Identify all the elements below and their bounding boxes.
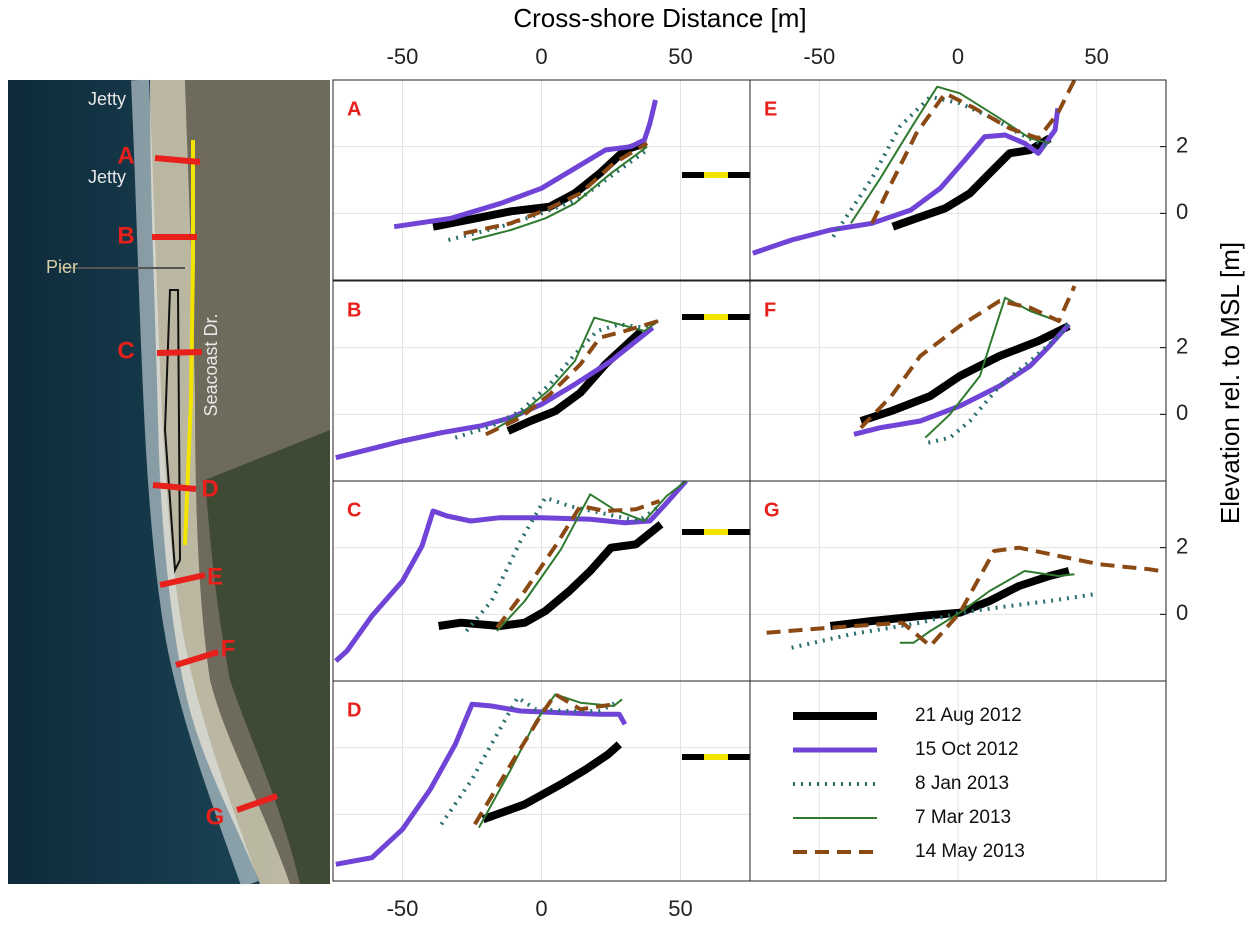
transect-label: D [201, 475, 218, 502]
x-tick-label: -50 [387, 44, 419, 69]
profile-line [335, 701, 628, 867]
panel-lines [393, 99, 658, 242]
profile-line [432, 139, 646, 231]
transect-line [175, 649, 219, 668]
profile-line [859, 285, 1077, 430]
panel-label: C [347, 499, 361, 521]
transect-line [236, 793, 278, 813]
profile-line [481, 741, 622, 824]
transect-line [152, 482, 197, 492]
profile-line [495, 499, 661, 629]
profile-line [496, 481, 687, 632]
x-tick-label: 50 [668, 44, 692, 69]
legend-label: 8 Jan 2013 [915, 773, 1009, 794]
map-label: Pier [46, 257, 78, 277]
panel-label: G [764, 499, 780, 521]
x-axis-title: Cross-shore Distance [m] [513, 3, 806, 33]
panel-lines [335, 316, 660, 461]
y-tick-label: 2 [1176, 333, 1188, 358]
x-tick-label: -50 [803, 44, 835, 69]
legend-label: 21 Aug 2012 [915, 705, 1022, 726]
panel-border [749, 680, 1167, 882]
x-tick-label: 0 [952, 44, 964, 69]
transect-label: F [221, 635, 236, 662]
profile-line [766, 545, 1161, 648]
profile-line [471, 145, 648, 241]
panel-lines [766, 545, 1161, 650]
y-axis-title: Elevation rel. to MSL [m] [1215, 242, 1245, 524]
panel-label: F [764, 299, 776, 321]
x-tick-label: 50 [1084, 44, 1108, 69]
y-tick-label: 2 [1176, 132, 1188, 157]
x-tick-label: 50 [668, 896, 692, 921]
y-tick-label: 0 [1176, 600, 1188, 625]
transect-line [156, 349, 203, 356]
profile-line [478, 693, 623, 829]
profile-line [924, 296, 1059, 439]
x-tick-label: 0 [535, 896, 547, 921]
transect-label: G [206, 803, 225, 830]
panel-label: B [347, 299, 361, 321]
legend-label: 14 May 2013 [915, 841, 1025, 862]
transect-line [159, 572, 206, 588]
profile-line [506, 328, 645, 435]
satellite-map [8, 79, 330, 888]
panel-lines [751, 80, 1077, 256]
profile-line [334, 481, 688, 663]
panel-lines [853, 285, 1077, 445]
profile-line [751, 107, 1061, 256]
x-tick-label: 0 [535, 44, 547, 69]
profile-line [850, 85, 1050, 224]
profile-line [870, 80, 1077, 225]
profile-line [899, 570, 1075, 644]
profile-line [447, 148, 649, 242]
profile-line [485, 319, 659, 437]
profile-line [393, 99, 658, 230]
profile-line [829, 567, 1070, 630]
legend-label: 15 Oct 2012 [915, 739, 1019, 760]
transect-label: C [117, 337, 134, 364]
y-tick-label: 2 [1176, 533, 1188, 558]
transect-label: E [207, 563, 223, 590]
panel-label: E [764, 98, 777, 120]
profile-line [891, 134, 1052, 231]
transect-label: B [117, 222, 134, 249]
profile-line [464, 495, 661, 633]
y-tick-label: 0 [1176, 199, 1188, 224]
panel-lines [335, 692, 628, 867]
map-label: Jetty [88, 89, 126, 109]
panel-lines [334, 481, 688, 663]
map-label: Seacoast Dr. [201, 313, 221, 416]
profile-line [438, 521, 664, 630]
panel-border [749, 79, 1167, 281]
profile-line [473, 692, 615, 826]
transect-label: A [117, 142, 134, 169]
profile-line [859, 322, 1071, 425]
legend-label: 7 Mar 2013 [915, 807, 1011, 828]
y-tick-label: 0 [1176, 400, 1188, 425]
transect-line [154, 155, 201, 165]
map-label: Jetty [88, 167, 126, 187]
profile-line [485, 316, 659, 436]
x-tick-label: -50 [387, 896, 419, 921]
profile-line [454, 319, 660, 440]
panel-label: A [347, 98, 361, 120]
panel-label: D [347, 699, 361, 721]
